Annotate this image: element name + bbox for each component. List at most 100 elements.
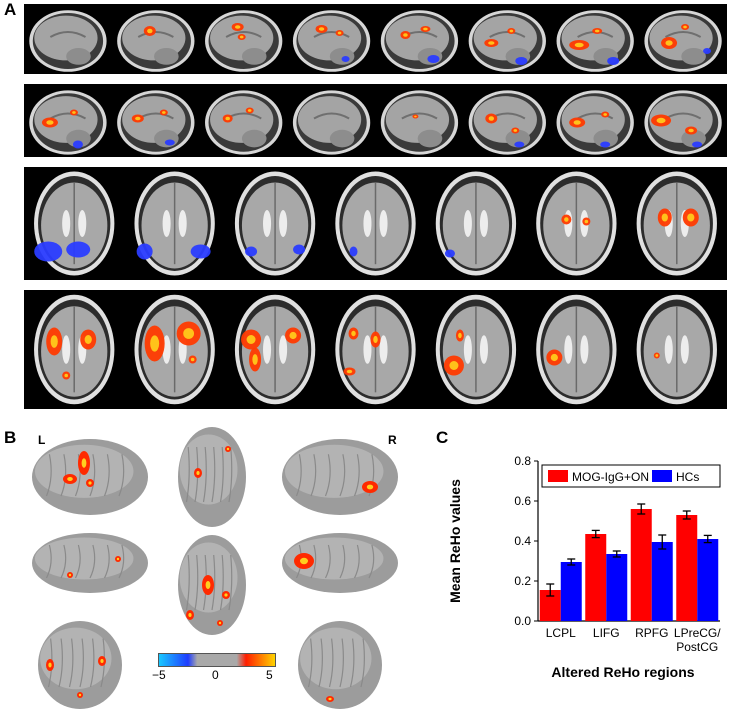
activation-peak (68, 573, 72, 577)
activation-peak (414, 115, 417, 118)
bar-hc (560, 562, 582, 621)
activation-peak (247, 109, 252, 112)
activation-peak (328, 697, 332, 701)
activation-peak (196, 471, 200, 475)
legend-swatch (548, 470, 568, 482)
y-tick-label: 0.0 (514, 614, 531, 628)
sagittal-slice (29, 10, 107, 72)
x-tick-label: RPFG (635, 626, 668, 640)
axial-slice (536, 294, 617, 405)
reho-bar-chart-panel: 0.0 0.2 0.4 0.6 0.8 LCPL LIFG RPFG LPreCG/PostCG… (430, 425, 736, 714)
activation-peak (655, 354, 659, 357)
right-medial-surface (282, 533, 398, 593)
x-tick-label: PostCG (676, 640, 718, 654)
sagittal-slice (205, 10, 283, 72)
sagittal-slice (292, 10, 371, 72)
activation-peak (190, 357, 195, 362)
error-bar (546, 583, 555, 597)
activation-peak (224, 593, 228, 597)
activation-peak (64, 373, 69, 378)
activation-peak (100, 659, 104, 663)
sagittal-slice (380, 90, 459, 155)
activation-peak (78, 693, 82, 697)
activation-peak (574, 42, 584, 48)
activation-peak (72, 111, 76, 114)
reho-bar-chart: 0.0 0.2 0.4 0.6 0.8 LCPL LIFG RPFG LPreCG/PostCG… (447, 454, 721, 680)
activation-peak (594, 29, 600, 33)
activation-peak (603, 113, 607, 116)
ventral-surface (178, 535, 246, 635)
activation-peak (218, 621, 222, 625)
activation-blob (34, 241, 63, 262)
activation-peak (688, 128, 694, 133)
sagittal-slice (644, 10, 722, 72)
sagittal-slice (292, 90, 371, 155)
activation-peak (46, 120, 54, 125)
sagittal-slice (556, 90, 634, 155)
sagittal-slice (205, 90, 283, 155)
colorbar (158, 653, 276, 667)
activation-peak (150, 335, 160, 352)
activation-peak (488, 41, 495, 45)
activation-peak (226, 447, 230, 451)
activation-peak (116, 557, 120, 561)
activation-blob (66, 241, 91, 258)
activation-peak (683, 25, 687, 29)
axial-slice (134, 171, 215, 276)
sagittal-slice-row-1 (24, 4, 727, 74)
error-bar (703, 534, 712, 544)
activation-peak (373, 335, 378, 344)
error-bar (591, 529, 600, 539)
axial-slice-row-1 (24, 167, 727, 280)
activation-blob (341, 56, 350, 62)
panel-b-label: B (4, 428, 17, 447)
activation-blob (607, 57, 620, 65)
activation-peak (205, 581, 211, 589)
axial-slice (34, 171, 115, 276)
bar-mog (676, 515, 698, 621)
axial-slice (536, 171, 617, 276)
activation-peak (234, 25, 241, 29)
sagittal-slice (556, 10, 634, 72)
error-bar (567, 558, 576, 566)
activation-peak (564, 217, 569, 222)
axial-slice (335, 294, 416, 405)
axial-slice (234, 294, 316, 405)
brain-surface-panel: L R −5 0 5 (0, 425, 430, 714)
panel-a-label: A (4, 0, 17, 19)
activation-blob (515, 57, 528, 65)
error-bar (658, 534, 667, 550)
activation-peak (252, 354, 258, 365)
activation-peak (135, 116, 141, 121)
activation-blob (349, 246, 358, 257)
y-tick-label: 0.6 (514, 494, 531, 508)
activation-blob (245, 246, 258, 257)
panel-c-label: C (436, 428, 449, 447)
brain-surface-renders (32, 427, 398, 709)
activation-peak (162, 111, 166, 114)
sagittal-slice (117, 90, 195, 155)
activation-peak (403, 33, 408, 37)
sagittal-slice-row-2 (24, 84, 727, 157)
left-medial-surface (32, 533, 148, 593)
posterior-surface (298, 621, 382, 709)
axial-slice (636, 171, 717, 276)
bar-hc (697, 539, 719, 621)
error-bar (637, 503, 646, 515)
activation-peak (50, 335, 58, 348)
activation-peak (84, 335, 92, 344)
activation-peak (225, 116, 230, 121)
activation-peak (488, 116, 495, 121)
axial-slice (435, 171, 517, 276)
activation-blob (293, 244, 306, 255)
right-hemisphere-label: R (388, 433, 397, 447)
bar-hc (651, 542, 673, 621)
axial-slice (335, 171, 416, 276)
activation-peak (239, 35, 244, 39)
activation-blob (600, 141, 611, 148)
y-axis-label: Mean ReHo values (447, 479, 463, 603)
colorbar-max-label: 5 (266, 668, 273, 682)
legend: MOG-IgG+ON HCs (541, 464, 721, 488)
error-bar (612, 550, 621, 558)
legend-entry: MOG-IgG+ON (572, 470, 649, 484)
